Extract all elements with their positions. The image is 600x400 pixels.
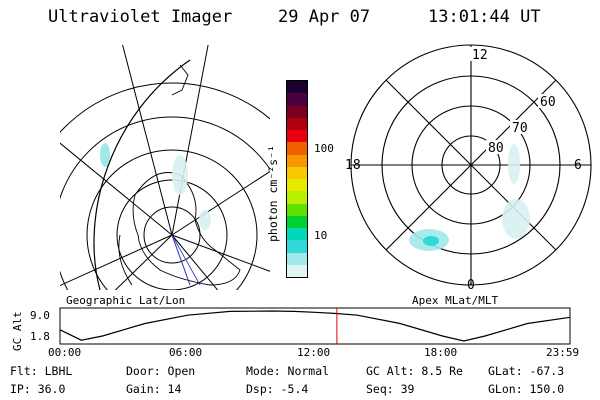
altitude-strip: GC Alt 9.0 1.8 [11,307,571,351]
door-readout: Door: Open [126,364,196,378]
altitude-curve [59,310,571,342]
colorbar-segment [287,93,307,106]
date-label: 29 Apr 07 [278,7,371,27]
colorbar-segment [287,264,307,277]
colorbar-segment [287,215,307,228]
geographic-map [60,45,270,290]
instrument-title: Ultraviolet Imager [48,7,233,27]
colorbar-segment [287,228,307,241]
colorbar [286,80,308,278]
strip-ytick-bottom: 1.8 [30,330,50,343]
colorbar-segment [287,203,307,216]
colorbar-segment [287,81,307,94]
flt-readout: Flt: LBHL [10,364,73,378]
strip-ylabel: GC Alt [11,311,24,351]
geographic-label: Geographic Lat/Lon [66,294,186,307]
mlt-label-0: 0 [467,278,475,292]
gc-alt-readout: GC Alt: 8.5 Re [366,364,463,378]
xtick-0: 00:00 [48,346,82,359]
mlt-label-12: 12 [472,48,488,63]
lat-label-60: 60 [540,95,556,110]
colorbar-segment [287,117,307,130]
colorbar-segment [287,154,307,167]
mlt-label-18: 18 [345,158,361,173]
colorbar-segment [287,240,307,253]
polar-mlat-mlt-plot: 12 6 0 18 60 70 80 [345,44,592,292]
colorbar-segment [287,252,307,265]
svg-text:photon cm⁻²s⁻¹: photon cm⁻²s⁻¹ [266,145,280,242]
mlt-label-6: 6 [574,158,582,173]
colorbar-segment [287,130,307,143]
colorbar-tick-100: 100 [314,142,334,155]
xtick-2: 12:00 [297,346,331,359]
colorbar-tick-10: 10 [314,229,328,242]
gain-readout: Gain: 14 [126,382,182,396]
ip-readout: IP: 36.0 [10,382,66,396]
colorbar-segment [287,105,307,118]
colorbar-unit: photon cm⁻²s⁻¹ [266,145,280,242]
apex-label: Apex MLat/MLT [412,294,499,307]
strip-ytick-top: 9.0 [30,309,50,322]
glon-readout: GLon: 150.0 [488,382,565,396]
xtick-3: 18:00 [424,346,458,359]
colorbar-segment [287,179,307,192]
seq-readout: Seq: 39 [366,382,415,396]
glat-readout: GLat: -67.3 [488,364,565,378]
colorbar-segment [287,142,307,155]
xtick-4: 23:59 [546,346,580,359]
lat-label-70: 70 [512,121,528,136]
dsp-readout: Dsp: -5.4 [246,382,309,396]
lat-label-80: 80 [488,141,504,156]
colorbar-segment [287,191,307,204]
xtick-1: 06:00 [169,346,203,359]
mode-readout: Mode: Normal [246,364,330,378]
colorbar-segment [287,166,307,179]
time-label: 13:01:44 UT [428,7,541,27]
